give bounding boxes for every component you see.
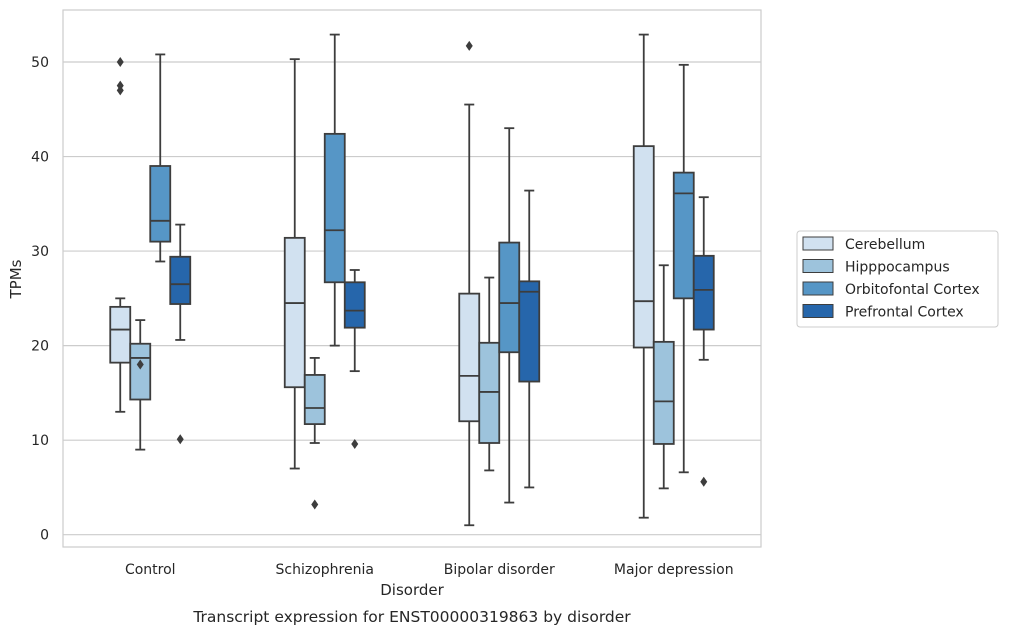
box (458, 292, 481, 423)
box-group (343, 269, 366, 449)
legend-entries: Cerebellum Hipppocampus Orbitofontal Corte… (802, 236, 980, 321)
x-tick-label: Bipolar disorder (444, 562, 555, 578)
legend-swatch (802, 236, 834, 251)
outlier-point (136, 359, 144, 370)
box-group (692, 196, 715, 487)
x-tick-label: Control (125, 562, 176, 578)
legend-frame (796, 230, 999, 328)
y-tick-label: 40 (31, 150, 49, 166)
box (283, 236, 306, 389)
box-group (169, 223, 192, 445)
y-tick-label: 30 (31, 244, 49, 260)
box-group (518, 189, 541, 489)
box-group (303, 357, 326, 510)
y-tick-label: 20 (31, 339, 49, 355)
box (692, 254, 715, 331)
outlier-point (176, 434, 184, 445)
box-group (129, 319, 152, 451)
box (303, 374, 326, 425)
y-tick-label: 0 (40, 528, 49, 544)
box (498, 241, 521, 354)
legend-label: Cerebellum (845, 237, 925, 253)
legend-swatch (802, 259, 834, 273)
x-tick-labels: Control Schizophrenia Bipolar disorder Majo… (125, 562, 734, 578)
outlier-point (116, 80, 124, 91)
box (109, 305, 132, 364)
legend: Cerebellum Hipppocampus Orbitofontal Corte… (796, 230, 999, 328)
outlier-point (700, 476, 708, 487)
box (478, 341, 501, 444)
box (169, 255, 192, 305)
legend-swatch (802, 304, 834, 318)
chart-caption: Transcript expression for ENST0000031986… (192, 608, 631, 626)
box (323, 132, 346, 284)
box (652, 340, 675, 445)
box (518, 280, 541, 383)
box-group (149, 53, 172, 263)
y-tick-labels: 0 10 20 30 40 50 (31, 55, 49, 544)
box-group (672, 63, 695, 474)
box (149, 165, 172, 243)
outlier-point (351, 438, 359, 449)
box-group (323, 33, 346, 347)
x-axis-title: Disorder (380, 581, 444, 599)
box-group (478, 276, 501, 472)
plot-frame (62, 9, 762, 548)
box-group (458, 40, 481, 527)
box-group (283, 58, 306, 470)
gridlines (63, 61, 761, 536)
legend-swatch (802, 281, 834, 296)
box-group (109, 56, 132, 413)
box-group (498, 127, 521, 504)
box-group (652, 264, 675, 490)
outlier-point (311, 499, 319, 510)
x-tick-label: Schizophrenia (276, 562, 374, 578)
box (632, 145, 655, 349)
y-tick-label: 50 (31, 55, 49, 71)
x-tick-label: Major depression (614, 562, 734, 578)
legend-label: Hipppocampus (845, 260, 950, 276)
outlier-point (465, 40, 473, 51)
y-tick-label: 10 (31, 433, 49, 449)
legend-label: Orbitofontal Cortex (845, 282, 980, 298)
box (343, 281, 366, 329)
box (672, 171, 695, 300)
box-group (632, 33, 655, 519)
boxes (109, 33, 715, 527)
y-axis-title: TPMs (7, 259, 25, 299)
legend-label: Prefrontal Cortex (845, 305, 964, 321)
box (129, 342, 152, 401)
outlier-point (116, 56, 124, 67)
